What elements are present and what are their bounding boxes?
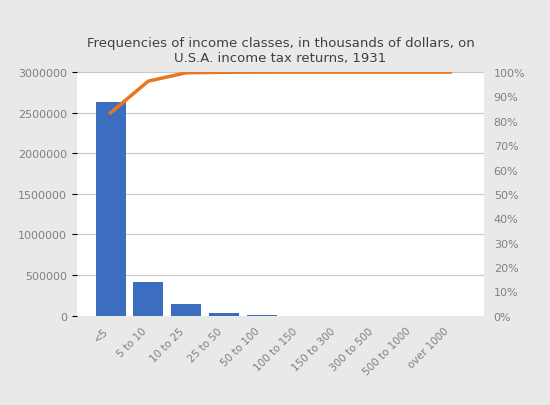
Bar	[96, 103, 126, 316]
Bar	[246, 315, 277, 316]
Bar	[133, 283, 163, 316]
Title: Frequencies of income classes, in thousands of dollars, on
U.S.A. income tax ret: Frequencies of income classes, in thousa…	[87, 37, 474, 65]
Bar	[209, 313, 239, 316]
Bar	[171, 305, 201, 316]
